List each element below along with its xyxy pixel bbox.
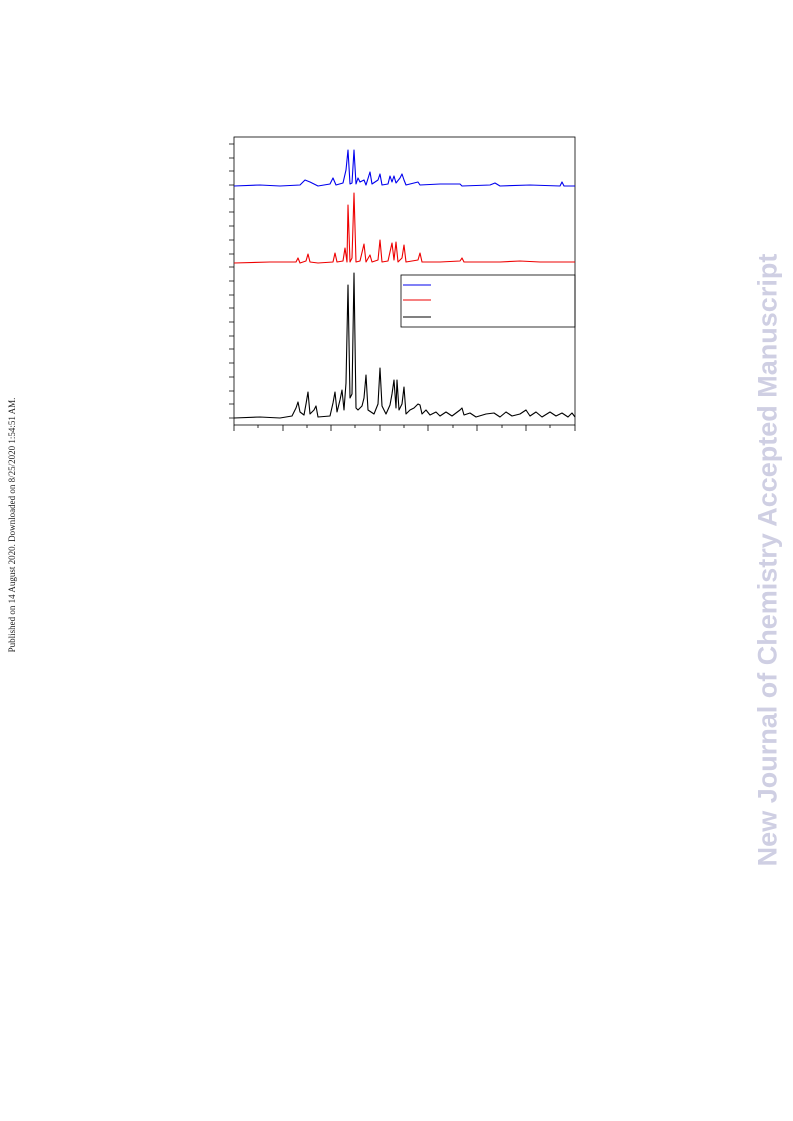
trace-blue xyxy=(233,149,575,187)
y-ticks xyxy=(229,143,234,419)
trace-red xyxy=(233,192,575,264)
trace-black xyxy=(233,272,576,419)
legend-box xyxy=(400,274,576,328)
x-ticks xyxy=(233,425,576,431)
